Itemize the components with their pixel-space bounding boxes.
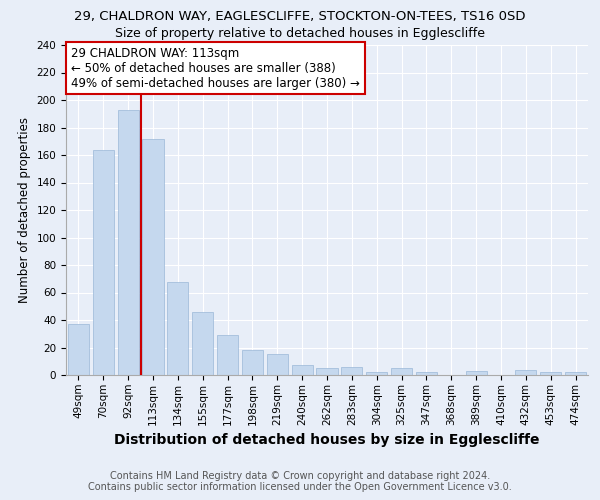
Bar (341, 367, 362, 375)
Bar (540, 372, 561, 375)
Bar (316, 368, 338, 375)
Bar (391, 368, 412, 375)
Bar (68, 324, 89, 375)
Bar (292, 366, 313, 375)
Bar (118, 110, 139, 375)
Bar (242, 350, 263, 375)
Bar (267, 354, 288, 375)
Bar (565, 372, 586, 375)
Text: 29 CHALDRON WAY: 113sqm
← 50% of detached houses are smaller (388)
49% of semi-d: 29 CHALDRON WAY: 113sqm ← 50% of detache… (71, 46, 360, 90)
Text: 29, CHALDRON WAY, EAGLESCLIFFE, STOCKTON-ON-TEES, TS16 0SD: 29, CHALDRON WAY, EAGLESCLIFFE, STOCKTON… (74, 10, 526, 23)
Bar (93, 150, 114, 375)
Y-axis label: Number of detached properties: Number of detached properties (18, 117, 31, 303)
Bar (466, 371, 487, 375)
Bar (167, 282, 188, 375)
Bar (217, 335, 238, 375)
Text: Size of property relative to detached houses in Egglescliffe: Size of property relative to detached ho… (115, 28, 485, 40)
Bar (192, 312, 213, 375)
Bar (366, 372, 387, 375)
Bar (515, 370, 536, 375)
Bar (416, 372, 437, 375)
X-axis label: Distribution of detached houses by size in Egglescliffe: Distribution of detached houses by size … (114, 433, 540, 447)
Bar (142, 138, 164, 375)
Text: Contains HM Land Registry data © Crown copyright and database right 2024.
Contai: Contains HM Land Registry data © Crown c… (88, 471, 512, 492)
